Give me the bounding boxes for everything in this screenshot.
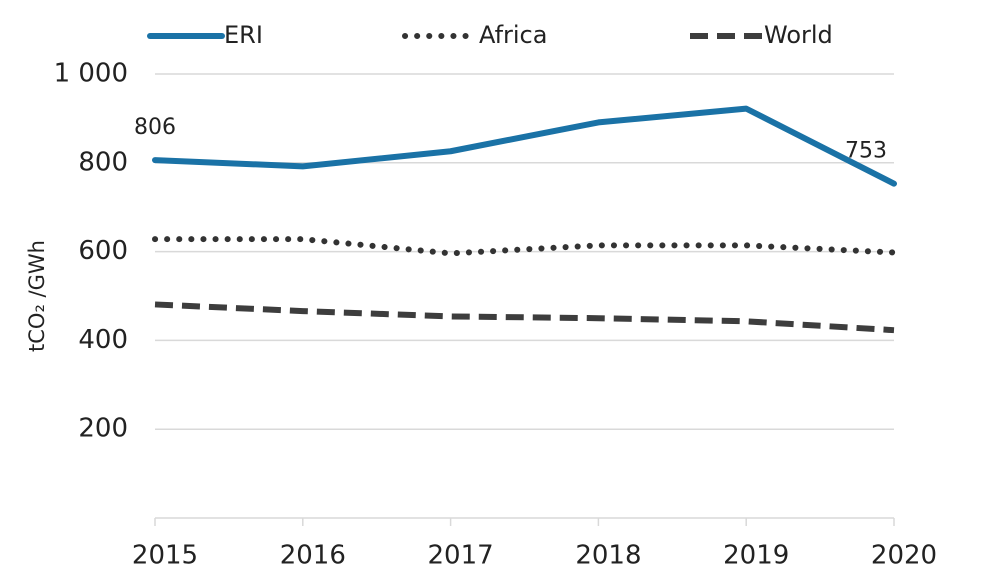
y-tick-label: 600	[78, 236, 128, 266]
legend-label: Africa	[479, 21, 547, 49]
x-tick-label: 2018	[575, 541, 641, 569]
y-axis-label: tCO₂ /GWh	[25, 240, 49, 352]
series-line	[152, 105, 897, 187]
y-tick-label: 400	[78, 325, 128, 355]
data-label: 753	[845, 139, 887, 164]
series-line	[154, 301, 895, 334]
legend-label: ERI	[224, 21, 263, 49]
legend-label: World	[764, 21, 833, 49]
y-tick-label: 1 000	[54, 59, 128, 89]
data-label: 806	[134, 115, 176, 140]
x-tick-label: 2015	[132, 541, 198, 569]
series-line	[152, 236, 897, 257]
y-tick-label: 200	[78, 414, 128, 444]
x-tick-label: 2017	[428, 541, 494, 569]
x-tick-label: 2020	[871, 541, 937, 569]
x-tick-label: 2016	[280, 541, 346, 569]
x-tick-label: 2019	[723, 541, 789, 569]
y-tick-label: 800	[78, 147, 128, 177]
